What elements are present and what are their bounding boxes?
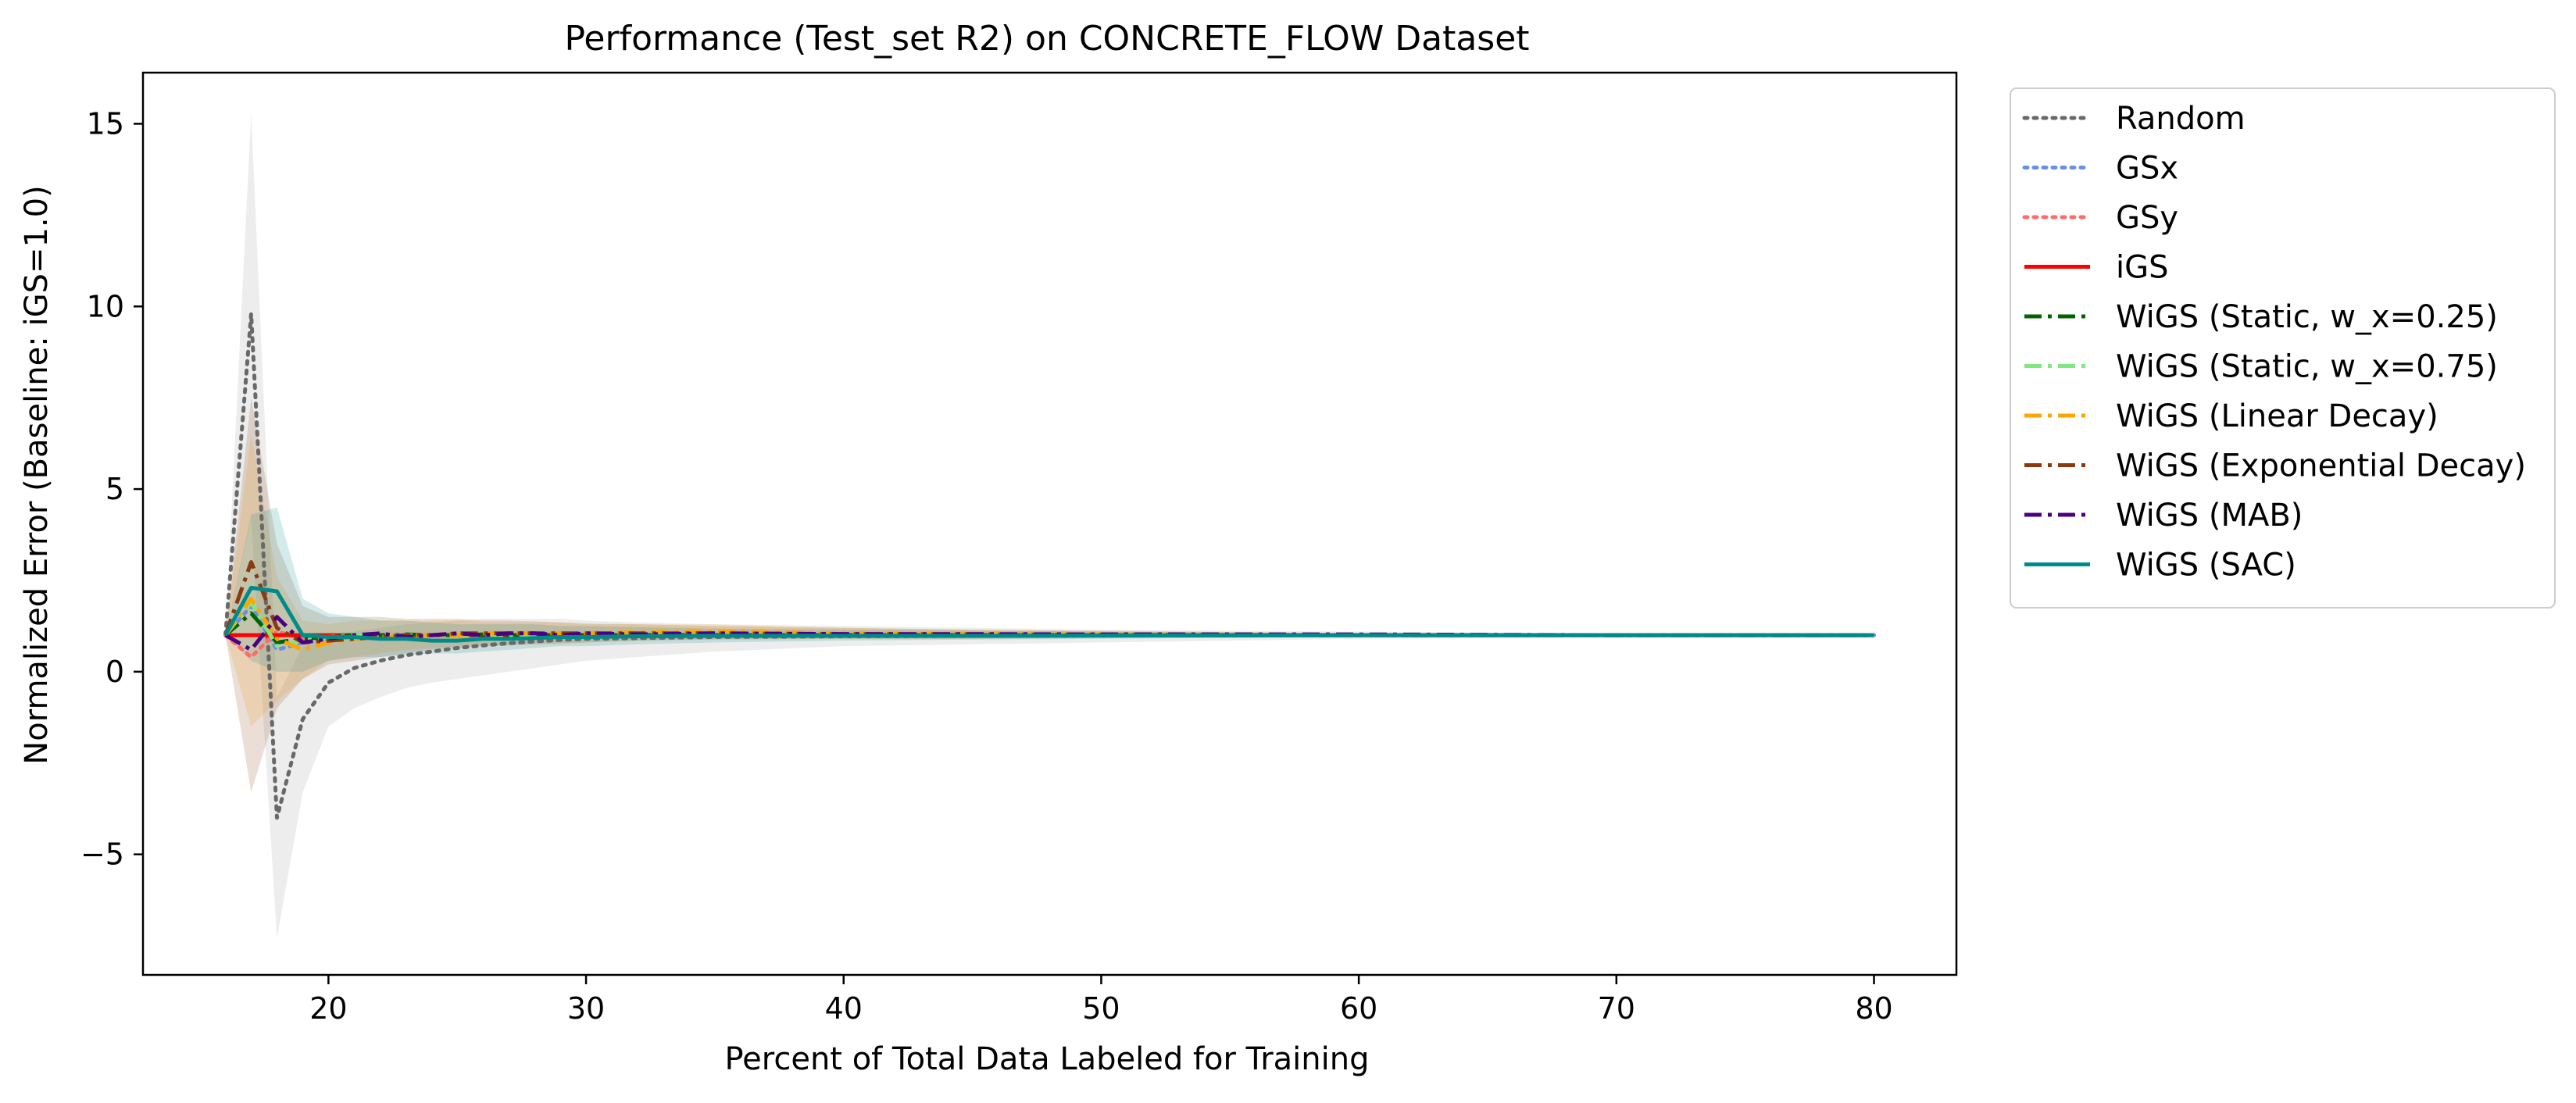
legend-label-wigs-exponential-decay: WiGS (Exponential Decay) xyxy=(2116,448,2526,484)
x-axis-ticks: 20 30 40 50 60 70 80 xyxy=(309,975,1893,1026)
y-tick-label: 10 xyxy=(87,289,124,323)
y-axis-ticks: −5 0 5 10 15 xyxy=(80,106,143,872)
x-tick-label: 70 xyxy=(1598,991,1635,1026)
legend-label-wigs-linear-decay: WiGS (Linear Decay) xyxy=(2116,398,2438,434)
legend-label-wigs-static-w-x-0-25: WiGS (Static, w_x=0.25) xyxy=(2116,299,2498,335)
plot-frame xyxy=(141,71,1958,976)
x-tick-label: 50 xyxy=(1082,991,1120,1026)
legend-label-igs: iGS xyxy=(2116,250,2169,286)
legend-label-wigs-static-w-x-0-75: WiGS (Static, w_x=0.75) xyxy=(2116,349,2498,385)
x-tick-label: 80 xyxy=(1855,991,1892,1026)
y-tick-label: 0 xyxy=(105,655,124,689)
y-tick-label: 5 xyxy=(105,472,124,506)
confidence-bands xyxy=(225,112,1874,939)
legend-label-wigs-mab: WiGS (MAB) xyxy=(2116,498,2303,534)
band-wigs-sac xyxy=(225,507,1874,672)
legend-box xyxy=(2010,87,2556,609)
legend-label-wigs-sac: WiGS (SAC) xyxy=(2116,548,2296,584)
x-axis-label: Percent of Total Data Labeled for Traini… xyxy=(724,1041,1369,1077)
x-tick-label: 40 xyxy=(825,991,863,1026)
legend-label-random: Random xyxy=(2116,101,2246,137)
chart-title: Performance (Test_set R2) on CONCRETE_FL… xyxy=(564,19,1529,59)
legend-label-gsy: GSy xyxy=(2116,200,2178,236)
series-line-wigs-sac xyxy=(223,585,1874,643)
y-tick-label: 15 xyxy=(87,106,124,141)
x-tick-label: 20 xyxy=(309,991,347,1026)
x-tick-label: 30 xyxy=(567,991,605,1026)
legend-label-gsx: GSx xyxy=(2116,151,2178,187)
y-axis-label: Normalized Error (Baseline: iGS=1.0) xyxy=(19,185,55,764)
x-tick-label: 60 xyxy=(1340,991,1377,1026)
series-lines xyxy=(223,312,1876,820)
legend: Random GSx GSy iGS WiGS (Static, w_x=0.25) Wi… xyxy=(2010,87,2556,609)
y-tick-label: −5 xyxy=(80,837,124,872)
